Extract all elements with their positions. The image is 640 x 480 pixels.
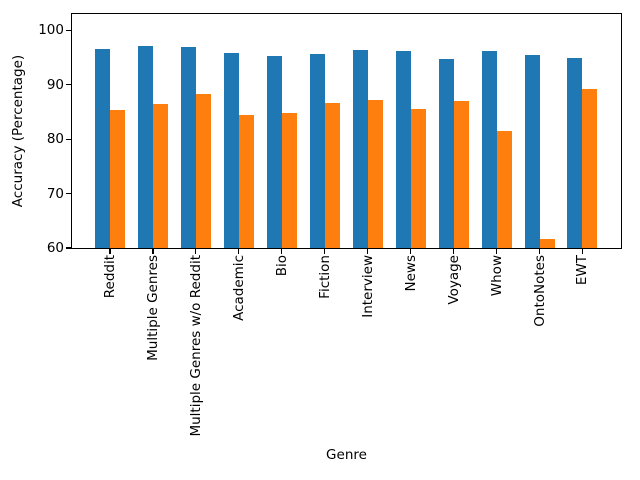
- x-tick-label: News: [402, 255, 419, 292]
- y-tick-label: 70: [46, 185, 64, 202]
- x-tick: [324, 249, 326, 254]
- bar-blue-interview: [352, 49, 368, 248]
- x-tick-label: Fiction: [316, 255, 333, 299]
- bar-blue-multiple-genres: [137, 45, 153, 248]
- bar-orange-bio: [281, 113, 297, 248]
- x-tick-label: Multiple Genres: [144, 255, 161, 361]
- bar-orange-academic: [238, 115, 254, 248]
- x-tick: [195, 249, 197, 254]
- bar-orange-fiction: [324, 103, 340, 248]
- bar-blue-bio: [266, 56, 282, 248]
- bar-blue-voyage: [438, 58, 454, 248]
- y-tick: [66, 84, 71, 86]
- y-tick-label: 80: [46, 131, 64, 148]
- bar-orange-multiple-genres-w-o-reddit: [195, 94, 211, 248]
- x-tick: [281, 249, 283, 254]
- bar-orange-ewt: [582, 88, 598, 248]
- x-tick: [453, 249, 455, 254]
- x-tick: [495, 249, 498, 254]
- bar-blue-ontonotes: [524, 54, 540, 248]
- y-tick: [66, 29, 71, 31]
- x-tick: [238, 249, 240, 254]
- bar-orange-reddit: [110, 109, 125, 248]
- x-tick: [538, 249, 541, 254]
- plot-area: [71, 13, 622, 249]
- x-tick-label: Academic: [230, 255, 247, 321]
- bar-orange-news: [410, 108, 426, 248]
- x-tick-label: OntoNotes: [531, 255, 548, 327]
- y-tick: [66, 192, 71, 195]
- bar-blue-fiction: [309, 54, 325, 248]
- bar-blue-whow: [481, 51, 497, 248]
- x-tick-label: Reddit: [102, 255, 118, 299]
- bar-blue-multiple-genres-w-o-reddit: [180, 47, 196, 248]
- x-tick-label: Bio: [273, 255, 290, 277]
- y-tick-label: 100: [38, 22, 64, 39]
- x-tick-label: Voyage: [445, 255, 462, 305]
- bar-orange-whow: [496, 131, 512, 248]
- bar-orange-multiple-genres: [152, 103, 168, 248]
- x-tick: [581, 249, 584, 254]
- x-axis-title: Genre: [326, 447, 367, 463]
- bar-orange-ontonotes: [539, 239, 555, 248]
- y-axis-title: Accuracy (Percentage): [10, 54, 26, 208]
- bar-blue-ewt: [567, 57, 583, 248]
- y-tick-label: 90: [46, 76, 64, 93]
- bar-blue-reddit: [95, 49, 110, 248]
- x-tick-label: Multiple Genres w/o Reddit: [187, 255, 204, 437]
- x-tick: [152, 249, 154, 254]
- x-tick: [109, 249, 111, 254]
- x-tick-label: Interview: [359, 255, 376, 318]
- x-tick: [410, 249, 412, 254]
- bar-orange-interview: [367, 99, 383, 248]
- y-tick: [66, 138, 71, 140]
- bar-blue-news: [395, 51, 411, 248]
- bar-blue-academic: [223, 53, 239, 248]
- bar-orange-voyage: [453, 100, 469, 248]
- x-tick-label: Whow: [488, 255, 505, 297]
- x-tick-label: EWT: [574, 255, 591, 286]
- y-tick: [66, 247, 71, 249]
- x-tick: [367, 249, 369, 254]
- y-tick-label: 60: [46, 240, 64, 256]
